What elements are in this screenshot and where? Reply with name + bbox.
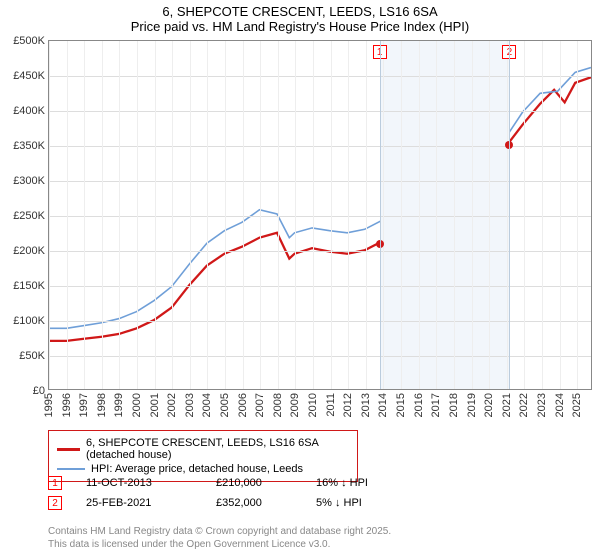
x-tick-label: 2011 [325,393,337,417]
x-tick-label: 2001 [149,393,161,417]
sale-marker-line [509,41,510,389]
legend-label: HPI: Average price, detached house, Leed… [91,463,303,475]
gridline-v [260,41,261,389]
x-tick-label: 1998 [96,393,108,417]
gridline-v [489,41,490,389]
x-tick-label: 2016 [413,393,425,417]
gridline-v [84,41,85,389]
chart-plot-area: £0£50K£100K£150K£200K£250K£300K£350K£400… [48,40,592,390]
transaction-price: £352,000 [216,497,316,509]
gridline-v [472,41,473,389]
gridline-v [295,41,296,389]
x-tick-label: 2023 [536,393,548,417]
gridline-v [577,41,578,389]
x-tick-label: 2021 [501,393,513,417]
gridline-v [119,41,120,389]
x-tick-label: 1995 [43,393,55,417]
x-tick-label: 2014 [377,393,389,417]
legend-label: 6, SHEPCOTE CRESCENT, LEEDS, LS16 6SA (d… [86,437,349,461]
gridline-v [366,41,367,389]
x-tick-label: 2000 [131,393,143,417]
x-tick-label: 2018 [448,393,460,417]
gridline-v [419,41,420,389]
x-tick-label: 1996 [61,393,73,417]
transaction-row: 1 11-OCT-2013£210,00016% ↓ HPI [48,476,416,490]
legend-item: HPI: Average price, detached house, Leed… [57,463,349,475]
y-tick-label: £500K [13,35,45,47]
gridline-v [278,41,279,389]
gridline-v [436,41,437,389]
x-tick-label: 2015 [395,393,407,417]
gridline-v [49,41,50,389]
legend-item: 6, SHEPCOTE CRESCENT, LEEDS, LS16 6SA (d… [57,437,349,461]
gridline-v [155,41,156,389]
y-tick-label: £300K [13,175,45,187]
x-tick-label: 1997 [78,393,90,417]
x-tick-label: 2009 [289,393,301,417]
transactions-table: 1 11-OCT-2013£210,00016% ↓ HPI 2 25-FEB-202… [48,476,416,516]
gridline-v [137,41,138,389]
x-tick-label: 2005 [219,393,231,417]
gridline-v [243,41,244,389]
x-tick-label: 2002 [166,393,178,417]
gridline-v [454,41,455,389]
gridline-v [560,41,561,389]
x-tick-label: 2022 [518,393,530,417]
gridline-v [67,41,68,389]
legend-swatch [57,468,85,470]
x-tick-label: 2008 [272,393,284,417]
y-tick-label: £400K [13,105,45,117]
y-tick-label: £350K [13,140,45,152]
chart-titles: 6, SHEPCOTE CRESCENT, LEEDS, LS16 6SA Pr… [0,0,600,34]
legend-swatch [57,448,80,451]
x-tick-label: 1999 [113,393,125,417]
y-tick-label: £50K [19,350,45,362]
x-tick-label: 2003 [184,393,196,417]
transaction-date: 25-FEB-2021 [86,497,216,509]
x-tick-label: 2012 [342,393,354,417]
x-tick-label: 2017 [430,393,442,417]
legend-box: 6, SHEPCOTE CRESCENT, LEEDS, LS16 6SA (d… [48,430,358,482]
gridline-v [542,41,543,389]
transaction-row: 2 25-FEB-2021£352,0005% ↓ HPI [48,496,416,510]
gridline-v [225,41,226,389]
x-tick-label: 2004 [201,393,213,417]
x-tick-label: 2024 [554,393,566,417]
y-tick-label: £200K [13,245,45,257]
gridline-v [383,41,384,389]
footer-attribution: Contains HM Land Registry data © Crown c… [48,525,391,551]
title-subtitle: Price paid vs. HM Land Registry's House … [0,19,600,34]
footer-line1: Contains HM Land Registry data © Crown c… [48,525,391,538]
gridline-v [172,41,173,389]
gridline-v [524,41,525,389]
x-tick-label: 2006 [237,393,249,417]
y-tick-label: £250K [13,210,45,222]
transaction-marker: 2 [48,496,62,510]
transaction-price: £210,000 [216,477,316,489]
x-tick-label: 2020 [483,393,495,417]
transaction-diff: 16% ↓ HPI [316,477,416,489]
y-tick-label: £450K [13,70,45,82]
gridline-v [313,41,314,389]
x-tick-label: 2019 [466,393,478,417]
title-address: 6, SHEPCOTE CRESCENT, LEEDS, LS16 6SA [0,4,600,19]
transaction-date: 11-OCT-2013 [86,477,216,489]
gridline-v [207,41,208,389]
x-tick-label: 2007 [254,393,266,417]
transaction-diff: 5% ↓ HPI [316,497,416,509]
gridline-v [331,41,332,389]
gridline-v [507,41,508,389]
gridline-v [102,41,103,389]
sale-marker-line [380,41,381,389]
x-tick-label: 2025 [571,393,583,417]
y-tick-label: £100K [13,315,45,327]
y-tick-label: £150K [13,280,45,292]
x-tick-label: 2010 [307,393,319,417]
transaction-marker: 1 [48,476,62,490]
gridline-v [348,41,349,389]
x-tick-label: 2013 [360,393,372,417]
footer-line2: This data is licensed under the Open Gov… [48,538,391,551]
gridline-v [190,41,191,389]
gridline-v [401,41,402,389]
